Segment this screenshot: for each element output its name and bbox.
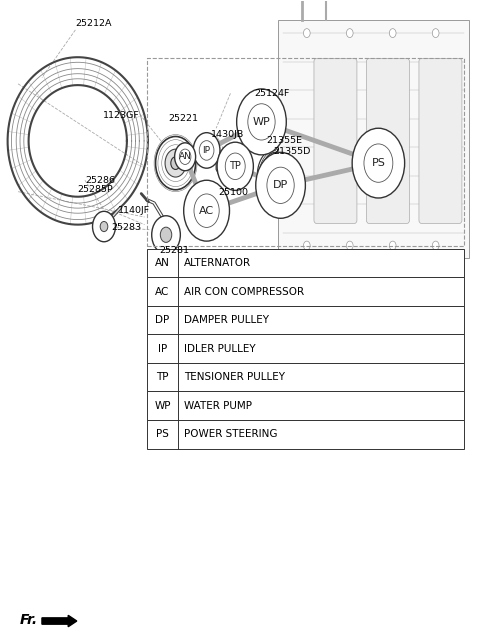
Circle shape <box>228 157 243 178</box>
Text: 25124F: 25124F <box>254 89 290 98</box>
Text: 1430JB: 1430JB <box>211 130 245 139</box>
Circle shape <box>175 143 196 171</box>
Circle shape <box>432 29 439 38</box>
Text: 1140JF: 1140JF <box>118 206 150 215</box>
Circle shape <box>389 29 396 38</box>
Circle shape <box>303 241 310 250</box>
Circle shape <box>352 128 405 198</box>
Text: AN: AN <box>155 258 170 268</box>
Circle shape <box>347 29 353 38</box>
Text: WP: WP <box>154 401 171 411</box>
Polygon shape <box>216 146 253 187</box>
Text: IDLER PULLEY: IDLER PULLEY <box>184 343 255 354</box>
Text: 25212A: 25212A <box>75 19 112 28</box>
Circle shape <box>160 227 172 243</box>
Text: WP: WP <box>252 117 270 127</box>
Text: TP: TP <box>229 161 241 171</box>
Text: 25285P: 25285P <box>78 185 113 194</box>
Text: 21355E: 21355E <box>266 136 302 145</box>
Bar <box>147 363 464 391</box>
Circle shape <box>184 180 229 241</box>
Bar <box>147 248 464 277</box>
Text: 25286: 25286 <box>85 176 115 185</box>
Text: POWER STEERING: POWER STEERING <box>184 429 277 440</box>
Bar <box>147 334 464 363</box>
Text: PS: PS <box>372 158 385 168</box>
Circle shape <box>165 149 186 177</box>
Text: Fr.: Fr. <box>20 613 37 627</box>
Text: 25281: 25281 <box>159 246 189 255</box>
Text: DP: DP <box>273 180 288 190</box>
FancyBboxPatch shape <box>366 59 409 224</box>
Circle shape <box>432 241 439 250</box>
Circle shape <box>389 241 396 250</box>
Circle shape <box>256 152 305 218</box>
Text: TENSIONER PULLEY: TENSIONER PULLEY <box>184 372 285 382</box>
Bar <box>147 306 464 334</box>
Circle shape <box>93 211 116 242</box>
FancyArrow shape <box>42 615 77 627</box>
Text: 25100: 25100 <box>218 189 249 197</box>
Bar <box>147 420 464 448</box>
Text: 25221: 25221 <box>168 114 198 123</box>
FancyBboxPatch shape <box>314 59 357 224</box>
Text: ALTERNATOR: ALTERNATOR <box>184 258 251 268</box>
Circle shape <box>237 89 286 155</box>
Bar <box>147 277 464 306</box>
Circle shape <box>303 29 310 38</box>
Circle shape <box>193 132 220 168</box>
Text: AC: AC <box>199 206 214 216</box>
Text: IP: IP <box>158 343 167 354</box>
Circle shape <box>347 241 353 250</box>
Text: 1123GF: 1123GF <box>103 111 140 120</box>
Text: TP: TP <box>156 372 168 382</box>
Polygon shape <box>278 20 469 258</box>
Circle shape <box>100 222 108 232</box>
Circle shape <box>152 216 180 254</box>
Text: 21355D: 21355D <box>274 147 311 156</box>
Text: AC: AC <box>155 287 169 297</box>
Bar <box>147 391 464 420</box>
Text: AIR CON COMPRESSOR: AIR CON COMPRESSOR <box>184 287 304 297</box>
Circle shape <box>171 157 180 169</box>
Text: DAMPER PULLEY: DAMPER PULLEY <box>184 315 269 325</box>
Text: IP: IP <box>203 146 211 155</box>
Text: DP: DP <box>156 315 169 325</box>
Circle shape <box>217 142 253 190</box>
Text: PS: PS <box>156 429 169 440</box>
Text: WATER PUMP: WATER PUMP <box>184 401 252 411</box>
Text: 25283: 25283 <box>111 223 141 232</box>
FancyBboxPatch shape <box>419 59 462 224</box>
Circle shape <box>156 136 196 190</box>
Text: AN: AN <box>179 152 192 161</box>
